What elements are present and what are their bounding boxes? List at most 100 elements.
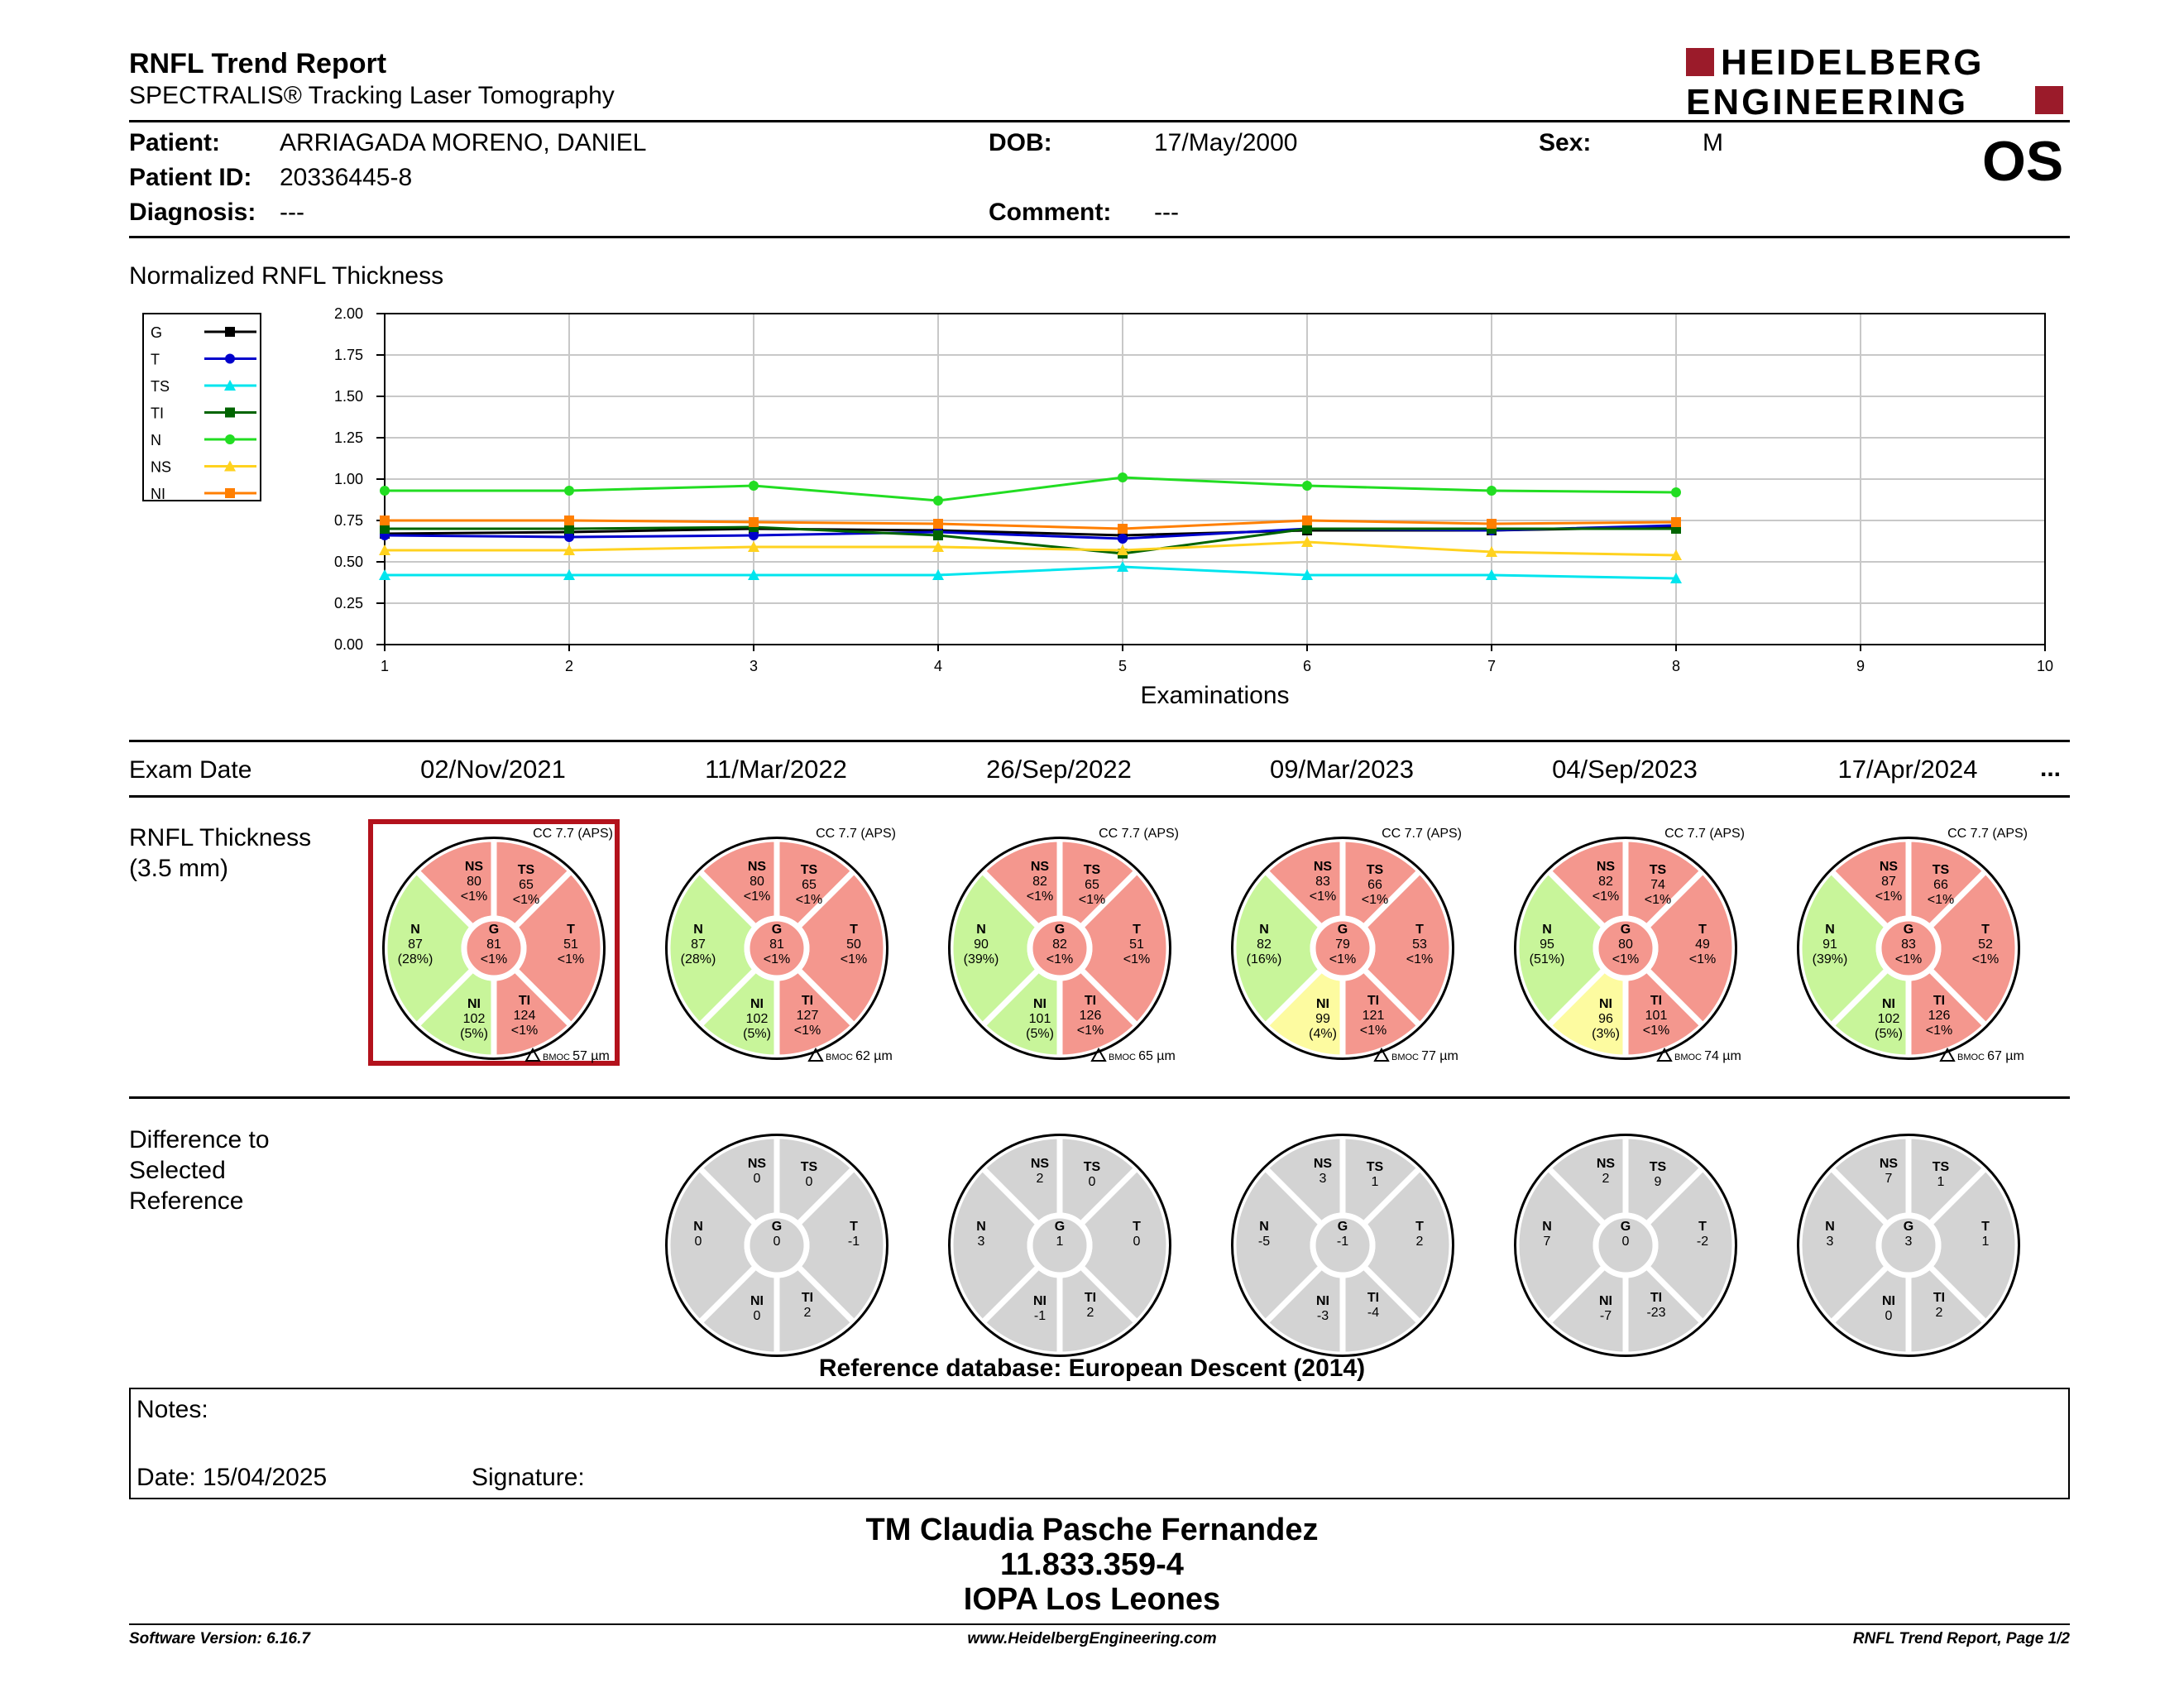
difference-circle: NS 0 TS 0 N 0 T -1 NI 0 TI 2 G 0: [664, 1134, 889, 1358]
series-ns: [379, 536, 1682, 560]
y-tick-label: 0.25: [334, 595, 363, 611]
data-point: [563, 544, 575, 555]
data-point: [563, 569, 575, 580]
sector-label-g: G 81 <1%: [481, 923, 507, 966]
data-point: [1670, 549, 1682, 560]
data-point: [1302, 481, 1312, 491]
series-line: [385, 476, 1677, 502]
sector-g: [1027, 1212, 1093, 1278]
sector-g: [1310, 1212, 1376, 1278]
sector-label-n: N 95 (51%): [1530, 923, 1565, 966]
legend-label: TI: [151, 405, 164, 422]
data-point: [1117, 544, 1128, 555]
sector-label-ni: NI 102 (5%): [1875, 997, 1903, 1041]
data-point: [564, 532, 574, 542]
sector-label-ni: NI 0: [1882, 1294, 1895, 1323]
cc-label: CC 7.7 (APS): [1099, 827, 1179, 841]
y-tick-label: 1.50: [334, 388, 363, 405]
exam-date[interactable]: 17/Apr/2024: [1837, 755, 1978, 784]
exam-date[interactable]: 04/Sep/2023: [1552, 755, 1698, 784]
exam-date-rule: [129, 795, 2070, 798]
sector-label-ni: NI 102 (5%): [460, 997, 488, 1041]
data-point: [933, 530, 943, 540]
sector-label-n: N 90 (39%): [964, 923, 999, 966]
delta-icon: [807, 1047, 824, 1062]
y-tick-label: 0.50: [334, 554, 363, 570]
software-version: Software Version: 6.16.7: [129, 1630, 310, 1647]
legend-label: N: [151, 432, 161, 448]
sector-label-n: N -5: [1258, 1220, 1270, 1249]
x-tick-label: 3: [750, 658, 758, 674]
sector-g: [1027, 915, 1093, 981]
sector-label-ns: NS 2: [1597, 1157, 1616, 1186]
sector-label-g: G 81 <1%: [764, 923, 790, 966]
sector-label-t: T 51 <1%: [1123, 923, 1150, 966]
series-line: [385, 519, 1677, 530]
sector-label-t: T 49 <1%: [1689, 923, 1716, 966]
patient-label: Patient:: [129, 129, 221, 156]
data-point: [380, 524, 390, 534]
x-tick-label: 2: [565, 658, 573, 674]
exam-date[interactable]: 09/Mar/2023: [1269, 755, 1415, 784]
legend-label: TS: [151, 378, 170, 395]
series-line: [384, 524, 1677, 540]
sector-g: [1592, 1212, 1659, 1278]
x-tick-label: 5: [1118, 658, 1127, 674]
cc-label: CC 7.7 (APS): [1382, 827, 1462, 841]
legend-label: G: [151, 324, 162, 341]
circle-outline: [1797, 837, 2020, 1060]
sector-label-t: T 52 <1%: [1972, 923, 1999, 966]
sector-label-ni: NI 0: [750, 1294, 764, 1323]
data-point: [564, 486, 574, 496]
sector-label-ti: TI 127 <1%: [794, 994, 821, 1038]
sector-label-ts: TS 9: [1650, 1160, 1667, 1189]
sector-label-ts: TS 1: [1933, 1160, 1950, 1189]
circle-outline: [382, 837, 606, 1060]
data-point: [749, 530, 759, 540]
data-point: [1118, 524, 1128, 534]
data-point: [1302, 524, 1312, 534]
exam-date[interactable]: 11/Mar/2022: [705, 755, 847, 784]
sector-label-t: T 50 <1%: [841, 923, 867, 966]
sector-label-ti: TI 2: [802, 1291, 813, 1320]
website-link[interactable]: www.HeidelbergEngineering.com: [967, 1630, 1217, 1647]
data-point: [1671, 487, 1681, 497]
legend-marker: [225, 353, 235, 364]
series-ni: [380, 516, 1681, 534]
sector-label-g: G 83 <1%: [1895, 923, 1922, 966]
diagnosis-label: Diagnosis:: [129, 199, 256, 226]
header-rule: [129, 120, 2070, 122]
sector-label-n: N 82 (16%): [1247, 923, 1282, 966]
sector-label-ts: TS 0: [1084, 1160, 1101, 1189]
plot-frame: [384, 313, 2046, 645]
sector-label-ti: TI 124 <1%: [511, 994, 538, 1038]
more-exams-indicator[interactable]: ...: [2040, 755, 2062, 782]
sector-label-ni: NI 101 (5%): [1026, 997, 1054, 1041]
sector-label-ts: TS 65 <1%: [796, 863, 822, 907]
bmoc-label: BMOC 74 µm: [1674, 1049, 1741, 1063]
legend-marker: [225, 488, 235, 498]
y-tick-label: 0.00: [334, 636, 363, 653]
sector-label-ni: NI -3: [1316, 1294, 1329, 1323]
comment-label: Comment:: [989, 199, 1112, 226]
dob-label: DOB:: [989, 129, 1052, 156]
series-line: [385, 525, 1676, 555]
notes-box[interactable]: Notes: Date: 15/04/2025 Signature:: [129, 1388, 2070, 1499]
sector-label-ts: TS 74 <1%: [1645, 863, 1671, 907]
sector-label-n: N 91 (39%): [1813, 923, 1848, 966]
difference-label-line3: Reference: [129, 1187, 244, 1215]
sector-label-ni: NI -1: [1033, 1294, 1046, 1323]
data-point: [379, 544, 390, 555]
patient-name: ARRIAGADA MORENO, DANIEL: [280, 129, 647, 156]
exam-date[interactable]: 02/Nov/2021: [420, 755, 566, 784]
sex-value: M: [1703, 129, 1723, 156]
sector-label-g: G 80 <1%: [1612, 923, 1639, 966]
data-point: [933, 496, 943, 506]
data-point: [1487, 486, 1497, 496]
stamp-name: TM Claudia Pasche Fernandez: [865, 1513, 1319, 1547]
exam-date[interactable]: 26/Sep/2022: [986, 755, 1132, 784]
legend-label: T: [151, 352, 160, 368]
